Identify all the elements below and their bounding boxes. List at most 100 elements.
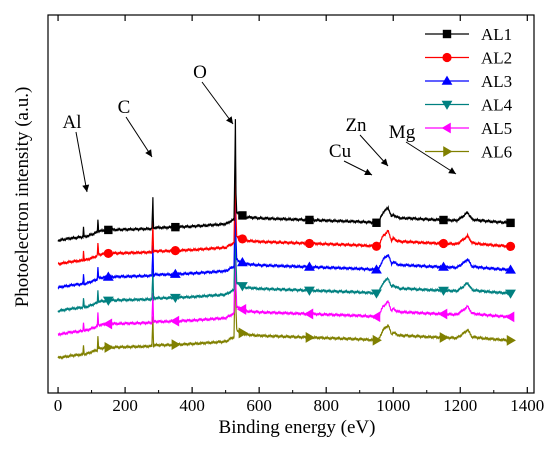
annotation-cu: Cu: [329, 141, 373, 176]
series-al5: [57, 223, 515, 337]
marker-al2: [371, 241, 382, 251]
marker-al1: [372, 218, 381, 227]
series-line-al2: [57, 165, 511, 267]
annotation-al: Al: [63, 112, 90, 193]
annotation-arrowhead: [380, 158, 388, 166]
marker-al2: [438, 238, 449, 249]
marker-al2: [103, 248, 113, 259]
legend-entry-al5: AL5: [425, 119, 512, 138]
annotation-label: Zn: [345, 115, 367, 136]
marker-al2: [237, 234, 247, 244]
marker-al1: [171, 222, 180, 232]
annotation-label: Mg: [389, 122, 416, 143]
series-al3: [57, 198, 516, 290]
legend-entry-al1: AL1: [425, 25, 512, 44]
annotation-arrowhead: [82, 184, 90, 192]
marker-al3: [237, 257, 248, 267]
x-axis-title: Binding energy (eV): [219, 417, 376, 438]
series-al4: [57, 222, 516, 313]
plot-frame: [47, 14, 535, 394]
marker-al2: [304, 238, 315, 249]
series-line-al5: [57, 223, 511, 337]
marker-al4: [102, 296, 114, 306]
legend-entry-al3: AL3: [425, 72, 512, 91]
marker-al4: [505, 289, 516, 299]
marker-al6: [506, 334, 516, 346]
marker-al1: [104, 225, 113, 235]
legend-entry-al4: AL4: [425, 96, 513, 115]
marker-al1: [305, 215, 314, 225]
annotation-arrowhead: [448, 167, 456, 174]
plot-area: [57, 119, 516, 360]
marker-al5: [169, 315, 180, 327]
marker-al1: [238, 211, 247, 220]
legend-marker: [443, 146, 453, 157]
legend-label: AL1: [481, 25, 512, 44]
x-tick-label: 200: [112, 396, 138, 415]
series-line-al4: [57, 222, 512, 313]
marker-al5: [438, 308, 448, 320]
legend-marker: [441, 100, 453, 110]
marker-al6: [104, 342, 114, 353]
marker-al5: [304, 308, 314, 320]
series-line-al1: [57, 119, 512, 243]
series-line-al6: [57, 246, 512, 360]
annotation-label: Al: [63, 112, 82, 133]
annotation-o: O: [193, 62, 234, 125]
marker-al2: [170, 246, 180, 256]
series-al1: [57, 119, 515, 243]
marker-al5: [102, 318, 113, 330]
legend-entry-al2: AL2: [425, 49, 512, 68]
series-al2: [57, 165, 516, 267]
legend-label: AL6: [481, 143, 512, 162]
marker-al4: [237, 282, 248, 292]
marker-al2: [505, 241, 516, 251]
legend: AL1 AL2 AL3 AL4 AL5 AL6: [425, 25, 513, 162]
legend-label: AL5: [481, 119, 512, 138]
annotation-arrowhead: [145, 149, 152, 157]
x-tick-label: 800: [313, 396, 339, 415]
marker-al3: [169, 268, 181, 278]
marker-al3: [102, 271, 114, 281]
marker-al6: [238, 327, 248, 339]
annotation-arrow: [75, 131, 88, 193]
marker-al1: [439, 215, 448, 225]
marker-al4: [169, 293, 181, 304]
legend-label: AL3: [481, 72, 512, 91]
annotation-zn: Zn: [345, 115, 389, 167]
annotation-label: C: [118, 97, 131, 118]
x-tick-label: 1200: [443, 396, 477, 415]
series-al6: [57, 246, 516, 360]
x-tick-label: 0: [54, 396, 63, 415]
marker-al6: [439, 332, 449, 343]
annotation-label: O: [193, 62, 207, 83]
legend-entry-al6: AL6: [425, 143, 512, 162]
legend-marker: [441, 75, 453, 85]
marker-al3: [304, 261, 315, 271]
legend-marker: [442, 52, 452, 63]
annotation-arrow: [201, 81, 234, 125]
marker-al6: [372, 334, 382, 346]
annotation-arrowhead: [226, 116, 233, 124]
legend-marker: [441, 122, 451, 134]
marker-al3: [438, 261, 449, 271]
legend-marker: [442, 29, 452, 39]
annotation-arrow: [405, 141, 457, 175]
x-tick-label: 1400: [510, 396, 544, 415]
marker-al4: [438, 286, 449, 296]
axes: 0 200 400 600 800 1000 1200 1400: [47, 14, 544, 415]
marker-al3: [371, 264, 382, 274]
series-line-al3: [57, 198, 512, 290]
marker-al5: [237, 304, 247, 315]
marker-al6: [305, 332, 315, 343]
marker-al5: [505, 311, 515, 323]
legend-label: AL4: [481, 96, 513, 115]
legend-label: AL2: [481, 49, 512, 68]
x-tick-label: 600: [246, 396, 272, 415]
annotation-c: C: [118, 97, 153, 158]
marker-al5: [371, 311, 381, 323]
marker-al4: [371, 289, 382, 299]
y-axis-title: Photoelectron intensity (a.u.): [12, 87, 33, 308]
annotation-arrowhead: [364, 168, 372, 175]
